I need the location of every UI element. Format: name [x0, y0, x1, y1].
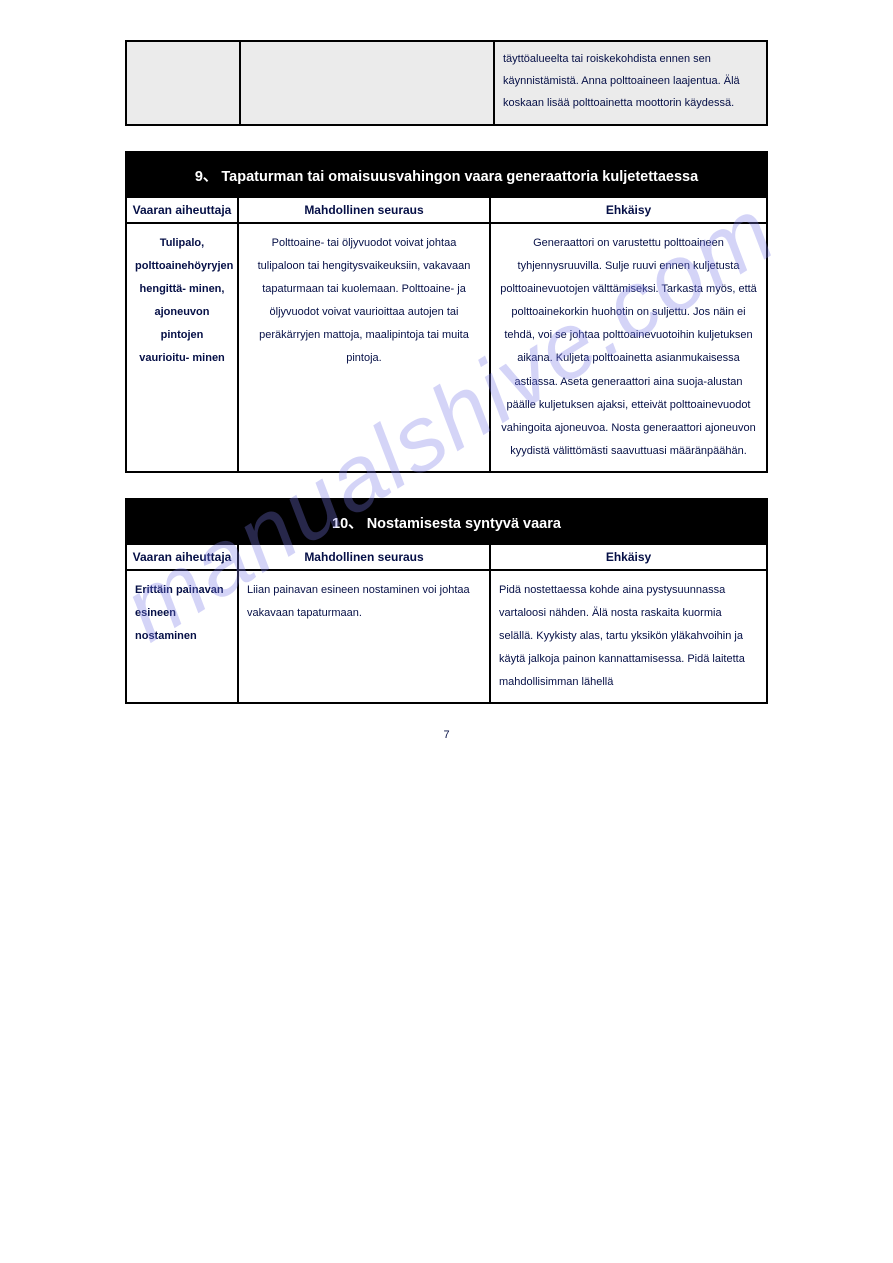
section-10-body-row: Erittäin painavan esineen nostaminen Lii…	[127, 571, 766, 702]
header-prevention: Ehkäisy	[491, 545, 766, 569]
fragment-col3: täyttöalueelta tai roiskekohdista ennen …	[495, 42, 766, 124]
prev-table-fragment: täyttöalueelta tai roiskekohdista ennen …	[125, 40, 768, 126]
fragment-col2	[241, 42, 495, 124]
section-9-header-row: Vaaran aiheuttaja Mahdollinen seuraus Eh…	[127, 198, 766, 224]
header-cause: Vaaran aiheuttaja	[127, 198, 239, 222]
document-page: täyttöalueelta tai roiskekohdista ennen …	[0, 40, 893, 741]
section-9-body-row: Tulipalo, polttoainehöyryjen hengittä- m…	[127, 224, 766, 471]
section-10-header-row: Vaaran aiheuttaja Mahdollinen seuraus Eh…	[127, 545, 766, 571]
cause-cell: Erittäin painavan esineen nostaminen	[127, 571, 239, 702]
header-prevention: Ehkäisy	[491, 198, 766, 222]
header-consequence: Mahdollinen seuraus	[239, 545, 491, 569]
header-consequence: Mahdollinen seuraus	[239, 198, 491, 222]
cause-cell: Tulipalo, polttoainehöyryjen hengittä- m…	[127, 224, 239, 471]
consequence-cell: Liian painavan esineen nostaminen voi jo…	[239, 571, 491, 702]
header-cause: Vaaran aiheuttaja	[127, 545, 239, 569]
content-area: täyttöalueelta tai roiskekohdista ennen …	[125, 40, 768, 741]
section-9-title: 9、 Tapaturman tai omaisuusvahingon vaara…	[127, 153, 766, 198]
section-10-title: 10、 Nostamisesta syntyvä vaara	[127, 500, 766, 545]
prevention-cell: Generaattori on varustettu polttoaineen …	[491, 224, 766, 471]
fragment-col1	[127, 42, 241, 124]
prevention-cell: Pidä nostettaessa kohde aina pystysuunna…	[491, 571, 766, 702]
hazard-section-9: 9、 Tapaturman tai omaisuusvahingon vaara…	[125, 151, 768, 473]
consequence-cell: Polttoaine- tai öljyvuodot voivat johtaa…	[239, 224, 491, 471]
page-number: 7	[125, 729, 768, 741]
hazard-section-10: 10、 Nostamisesta syntyvä vaara Vaaran ai…	[125, 498, 768, 704]
